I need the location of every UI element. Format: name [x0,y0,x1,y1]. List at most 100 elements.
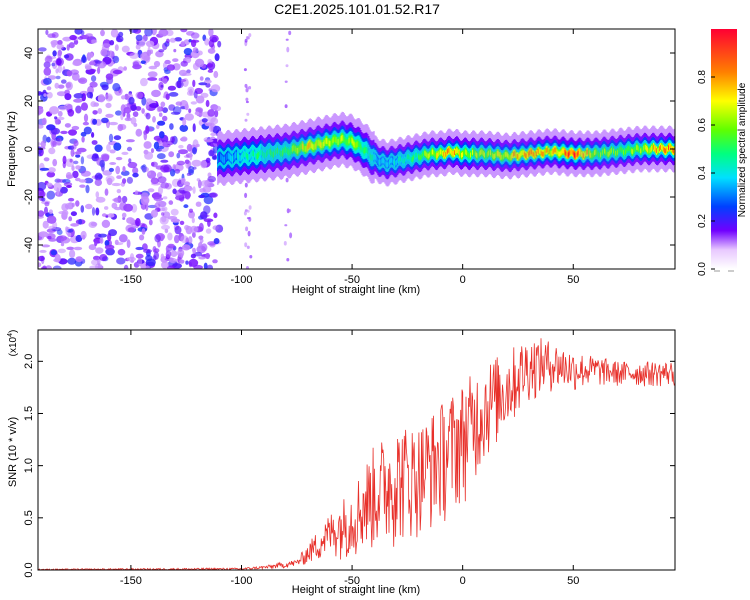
noise-speckle [167,85,176,91]
noise-speckle [101,213,107,217]
ridge-cell [522,150,524,156]
noise-speckle [285,64,289,68]
noise-speckle [90,39,98,44]
noise-speckle [97,66,101,75]
noise-speckle [160,253,165,260]
noise-speckle [166,64,176,71]
ridge-cell [343,136,345,143]
ridge-cell [534,152,536,158]
ridge-cell [362,147,364,154]
ridge-cell [366,147,368,153]
noise-speckle [203,205,211,215]
ridge-cell [602,149,604,155]
ridge-cell [339,137,341,144]
noise-speckle [147,71,158,78]
noise-speckle [63,182,73,187]
noise-speckle [43,157,50,162]
ridge-cell [575,153,577,158]
ridge-cell [562,148,564,154]
ridge-cell [589,151,591,157]
noise-speckle [190,225,199,234]
ridge-cell [246,152,248,159]
ridge-cell [477,152,480,158]
noise-speckle [97,174,103,180]
ridge-cell [510,154,513,160]
noise-speckle [162,78,168,84]
noise-speckle [193,90,198,99]
noise-speckle [64,123,71,128]
ridge-cell [428,153,430,159]
ridge-cell [669,144,671,150]
noise-speckle [161,206,168,212]
snr-panel: -150 -100 -50 0 50 0.0 0.5 1.0 1.5 2.0 Height of… [7,329,676,596]
ridge-cell [659,146,661,152]
snr-x-label: Height of straight line (km) [292,584,420,596]
noise-speckle [154,234,161,243]
ridge-cell [596,149,598,155]
ridge-cell [363,147,365,154]
noise-speckle [178,79,187,82]
ridge-cell [221,155,223,161]
colorbar-tick-label: 0.6 [697,118,708,132]
noise-speckle [88,39,92,44]
noise-speckle [88,221,97,228]
noise-speckle [180,60,188,67]
ridge-cell [217,156,219,162]
noise-speckle [168,92,179,97]
ridge-cell [500,154,503,160]
noise-speckle [207,69,214,73]
noise-speckle [247,36,250,40]
ridge-cell [631,148,633,154]
ridge-cell [340,135,342,142]
ridge-cell [498,152,501,157]
noise-speckle [288,30,292,36]
ridge-cell [333,136,335,143]
ridge-cell [230,155,232,161]
ridge-cell [563,148,565,154]
noise-speckle [123,264,129,269]
noise-speckle [83,113,89,123]
ridge-cell [601,151,603,156]
noise-speckle [55,68,59,74]
noise-speckle [84,177,94,184]
ridge-cell [254,151,256,158]
ridge-cell [342,135,344,141]
ridge-cell [245,151,247,158]
ridge-cell [554,147,556,153]
noise-speckle [91,140,98,145]
ridge-cell [618,148,620,154]
ridge-cell [584,152,586,158]
snr-series-line [38,338,675,570]
noise-speckle [81,102,88,111]
ridge-cell [634,147,636,153]
ridge-cell [328,140,330,147]
ridge-cell [556,149,558,155]
noise-speckle [105,248,115,256]
noise-speckle [203,262,208,269]
ridge-cell [536,150,538,155]
noise-speckle [212,259,218,264]
noise-speckle [151,161,158,168]
ridge-cell [388,161,390,167]
ridge-cell [509,155,512,161]
noise-speckle [88,68,97,73]
noise-speckle [180,29,188,33]
noise-speckle [174,37,182,42]
ridge-cell [395,160,397,166]
ridge-cell [665,148,667,154]
ridge-cell [418,154,420,160]
ridge-cell [429,152,431,158]
noise-speckle [99,237,104,244]
noise-speckle [56,187,60,196]
ridge-cell [465,149,467,155]
noise-speckle [167,265,176,269]
ridge-cell [368,150,370,157]
ridge-cell [417,153,419,159]
ridge-cell [320,142,322,149]
ridge-cell [235,152,237,159]
ridge-cell [346,139,348,146]
noise-speckle [68,42,75,49]
noise-speckle [60,130,68,135]
ridge-cell [220,154,222,160]
noise-speckle [97,94,106,103]
